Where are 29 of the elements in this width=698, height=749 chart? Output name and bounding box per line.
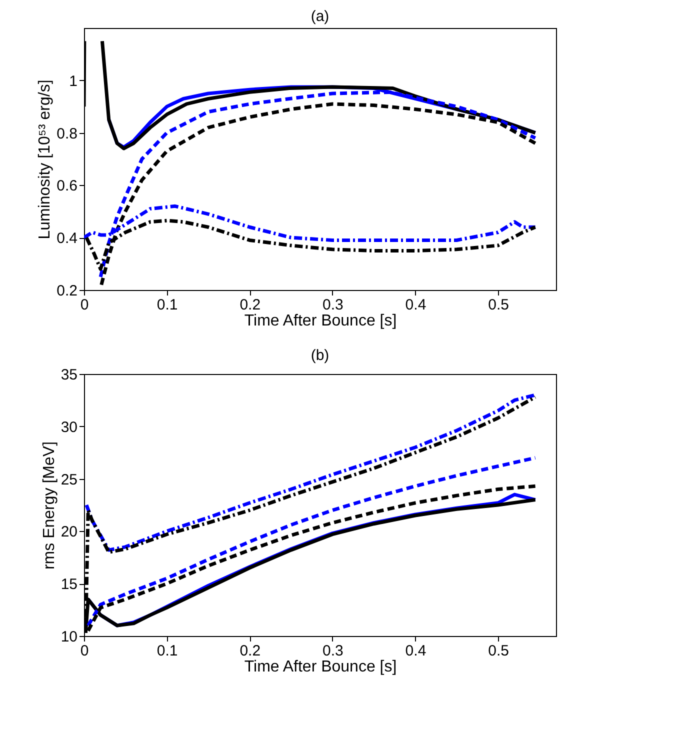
x-tick-label: 0.3 <box>322 296 344 314</box>
x-axis-title: Time After Bounce [s] <box>244 312 397 330</box>
x-tick-label: 0.4 <box>405 642 426 660</box>
x-tick-label: 0.2 <box>240 642 261 660</box>
y-axis-title: rms Energy [MeV] <box>40 441 58 570</box>
x-tick-label: 0.4 <box>405 296 426 314</box>
chart-title: (b) <box>310 347 330 364</box>
chart-title: (a) <box>310 8 330 25</box>
y-tick-label: 10 <box>60 628 78 646</box>
y-tick-label: 30 <box>60 418 78 436</box>
y-tick-label: 0.2 <box>56 282 78 300</box>
y-tick-label: 15 <box>60 576 78 594</box>
x-axis-title: Time After Bounce [s] <box>244 658 397 676</box>
y-tick-label: 0.4 <box>56 230 78 248</box>
x-tick-label: 0 <box>80 296 89 314</box>
x-tick-label: 0 <box>80 642 89 660</box>
y-axis-title: Luminosity [10⁵³ erg/s] <box>36 80 54 240</box>
x-tick-label: 0.1 <box>156 642 178 660</box>
y-tick-label: 0.6 <box>56 178 78 195</box>
y-tick-label: 0.8 <box>56 125 78 142</box>
x-tick-label: 0.2 <box>240 296 261 314</box>
x-tick-label: 0.1 <box>156 296 178 314</box>
y-tick-label: 35 <box>60 366 78 384</box>
y-tick-label: 1 <box>69 72 78 90</box>
x-tick-label: 0.5 <box>488 642 509 660</box>
x-tick-label: 0.5 <box>488 296 509 314</box>
y-tick-label: 25 <box>60 471 78 488</box>
y-tick-label: 20 <box>60 524 78 541</box>
x-tick-label: 0.3 <box>322 642 344 660</box>
